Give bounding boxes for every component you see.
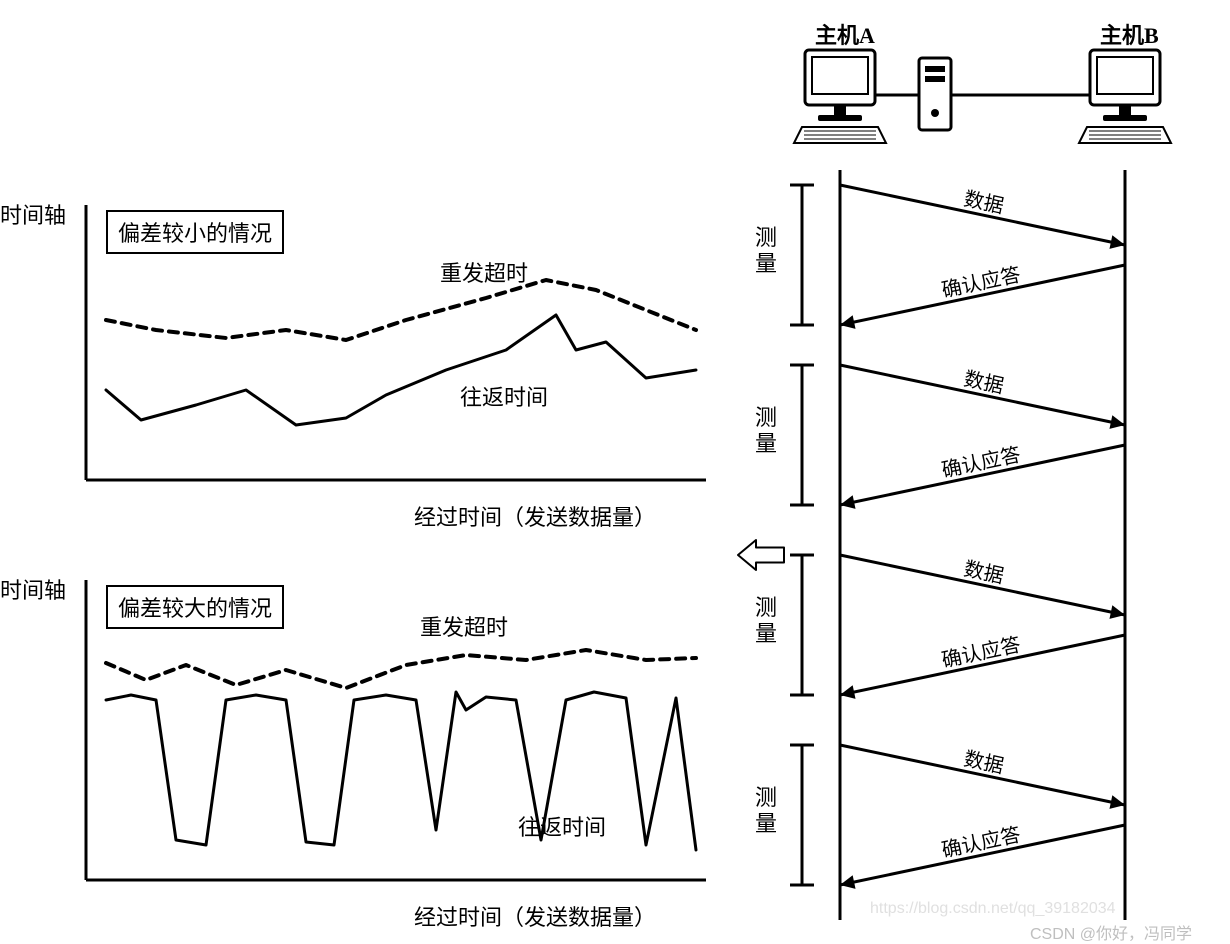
svg-text:量: 量: [755, 811, 777, 836]
svg-text:量: 量: [755, 621, 777, 646]
svg-text:量: 量: [755, 431, 777, 456]
svg-text:测: 测: [755, 225, 777, 250]
svg-text:量: 量: [755, 251, 777, 276]
svg-text:测: 测: [755, 785, 777, 810]
svg-text:测: 测: [755, 595, 777, 620]
svg-text:测: 测: [755, 405, 777, 430]
diagram-svg: 数据确认应答数据确认应答数据确认应答数据确认应答测量测量测量测量: [0, 0, 1230, 941]
